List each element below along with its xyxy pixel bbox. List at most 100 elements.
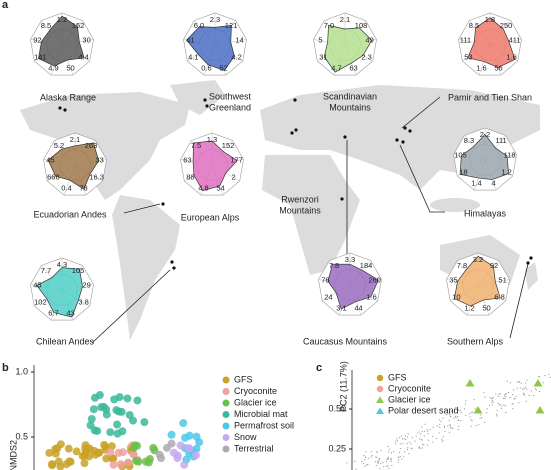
scatter-point (515, 395, 517, 397)
radar-value: 1.6 (506, 52, 516, 61)
scatter-point (450, 416, 452, 418)
scatter-point (386, 461, 388, 463)
radar-value: 2.2 (480, 130, 490, 139)
scatter-point (486, 411, 488, 414)
scatter-point (497, 395, 499, 397)
radar-value: 24 (324, 292, 332, 301)
scatter-point (390, 452, 393, 454)
scatter-point (427, 439, 429, 441)
scatter-point (65, 457, 74, 466)
scatter-point (361, 460, 363, 462)
scatter-point (418, 446, 421, 448)
scatter-point (53, 444, 62, 453)
scatter-point (404, 438, 407, 441)
scatter-point (512, 388, 515, 391)
radar-value: 14 (235, 36, 243, 45)
scatter-point (442, 439, 444, 441)
scatter-point (488, 404, 491, 406)
scatter-point (406, 442, 408, 445)
radar-value: 50 (482, 303, 490, 312)
radar-value: 92 (33, 36, 41, 45)
scatter-point (422, 443, 424, 445)
scatter-point (180, 460, 189, 469)
scatter-point (416, 432, 419, 434)
scatter-point (478, 424, 480, 426)
radar-value: 54 (216, 183, 224, 192)
scatter-point (489, 397, 491, 399)
scatter-point (395, 441, 397, 443)
panel-label: a (2, 0, 9, 11)
scatter-point (420, 433, 422, 435)
scatter-point (93, 426, 102, 435)
scatter-point (498, 393, 500, 395)
scatter-point (109, 460, 118, 469)
scatter-point (407, 433, 409, 435)
scatter-point (411, 448, 413, 450)
scatter-point (534, 388, 537, 390)
scatter-point (408, 453, 410, 455)
scatter-point (370, 450, 373, 453)
scatter-point (106, 428, 115, 437)
radar-value: 78 (79, 183, 87, 192)
site-name: European Alps (181, 212, 240, 222)
scatter-point (102, 454, 111, 463)
scatter-point (522, 388, 524, 390)
y-tick-label: 0.5 (15, 431, 28, 441)
scatter-triangle (535, 406, 545, 414)
scatter-point (460, 411, 462, 413)
scatter-point (388, 448, 390, 450)
scatter-point (465, 414, 467, 416)
site-name: Greenland (209, 102, 251, 112)
scatter-point (364, 465, 366, 467)
scatter-point (460, 420, 462, 422)
scatter-point (407, 447, 409, 449)
scatter-point (397, 461, 399, 463)
scatter-point (388, 451, 390, 453)
scatter-point (542, 382, 544, 384)
scatter-point (507, 391, 510, 394)
radar-value: 10 (452, 292, 460, 301)
scatter-point (509, 382, 512, 384)
scatter-point (363, 454, 365, 457)
scatter-point (441, 438, 443, 440)
scatter-point (371, 454, 373, 457)
radar-value: 3.2 (473, 255, 483, 264)
radar-shape (459, 133, 509, 180)
scatter-point (181, 433, 190, 442)
scatter-point (470, 425, 472, 427)
scatter-triangle (465, 379, 475, 387)
radar-value: 1.3 (207, 135, 217, 144)
radar-value: 4.2 (231, 52, 241, 61)
y-tick-label: 1.0 (15, 366, 28, 376)
radar-value: 6.7 (48, 308, 58, 317)
scatter-point (432, 435, 434, 437)
scatter-point (484, 396, 486, 398)
scatter-point (379, 467, 381, 470)
scatter-point (447, 425, 449, 427)
scatter-point (396, 440, 398, 442)
scatter-point (496, 413, 498, 415)
scatter-point (370, 456, 372, 458)
scatter-point (97, 403, 106, 412)
scatter-point (396, 438, 398, 440)
radar-value: 3.1 (336, 303, 346, 312)
scatter-point (518, 402, 520, 404)
scatter-point (538, 390, 541, 393)
scatter-point (48, 461, 57, 470)
scatter-point (544, 374, 546, 377)
scatter-point (538, 376, 541, 378)
scatter-point (436, 425, 438, 427)
scatter-point (393, 450, 395, 453)
scatter-point (375, 456, 377, 458)
scatter-point (382, 461, 384, 464)
scatter-point (518, 380, 520, 383)
radar-chart: 8.3 2.2 111 118 1.2 4 1.4 18 105 Himalayas (453, 127, 517, 218)
scatter-point (113, 420, 122, 429)
radar-shape (327, 263, 379, 310)
scatter-point (149, 443, 158, 452)
radar-value: 8.5 (469, 21, 479, 30)
scatter-point (530, 390, 532, 392)
scatter-point (80, 459, 89, 468)
